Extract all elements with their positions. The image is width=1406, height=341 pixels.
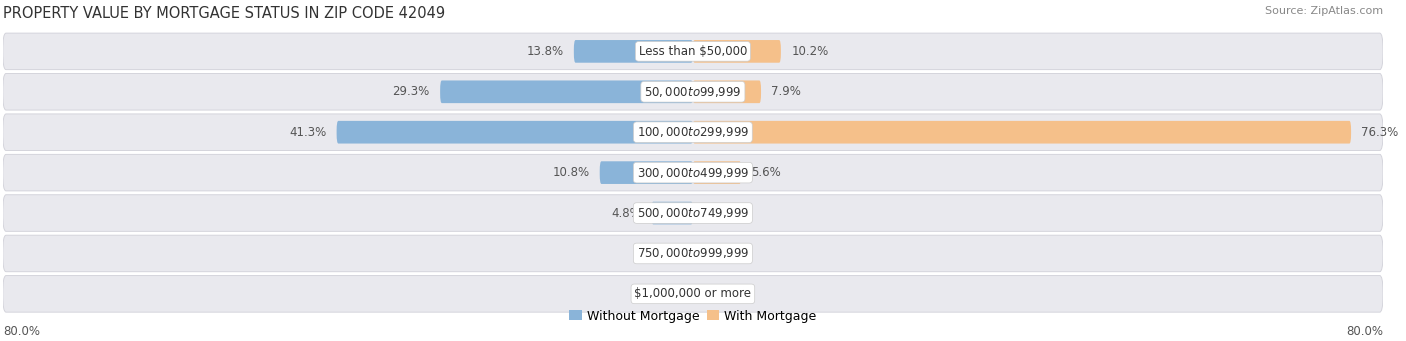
FancyBboxPatch shape (440, 80, 693, 103)
FancyBboxPatch shape (3, 74, 1384, 110)
Text: 80.0%: 80.0% (1346, 325, 1384, 338)
FancyBboxPatch shape (3, 114, 1384, 150)
Text: Source: ZipAtlas.com: Source: ZipAtlas.com (1265, 6, 1384, 16)
Text: 41.3%: 41.3% (290, 126, 326, 139)
FancyBboxPatch shape (3, 154, 1384, 191)
Text: 0.0%: 0.0% (652, 247, 682, 260)
Text: 4.8%: 4.8% (612, 207, 641, 220)
Text: $750,000 to $999,999: $750,000 to $999,999 (637, 247, 749, 261)
Text: 29.3%: 29.3% (392, 85, 430, 98)
Text: 0.0%: 0.0% (714, 247, 744, 260)
FancyBboxPatch shape (574, 40, 693, 63)
FancyBboxPatch shape (3, 33, 1384, 70)
Text: 13.8%: 13.8% (526, 45, 564, 58)
Text: 80.0%: 80.0% (3, 325, 39, 338)
FancyBboxPatch shape (693, 121, 1351, 144)
Text: $100,000 to $299,999: $100,000 to $299,999 (637, 125, 749, 139)
FancyBboxPatch shape (3, 276, 1384, 312)
Text: 0.0%: 0.0% (714, 287, 744, 300)
Text: 0.0%: 0.0% (714, 207, 744, 220)
FancyBboxPatch shape (3, 235, 1384, 272)
FancyBboxPatch shape (693, 161, 741, 184)
FancyBboxPatch shape (600, 161, 693, 184)
Text: $300,000 to $499,999: $300,000 to $499,999 (637, 166, 749, 180)
FancyBboxPatch shape (336, 121, 693, 144)
Text: 0.0%: 0.0% (652, 287, 682, 300)
FancyBboxPatch shape (693, 80, 761, 103)
FancyBboxPatch shape (693, 40, 780, 63)
Text: $50,000 to $99,999: $50,000 to $99,999 (644, 85, 741, 99)
FancyBboxPatch shape (651, 202, 693, 224)
Text: 10.2%: 10.2% (792, 45, 828, 58)
Text: $500,000 to $749,999: $500,000 to $749,999 (637, 206, 749, 220)
Text: PROPERTY VALUE BY MORTGAGE STATUS IN ZIP CODE 42049: PROPERTY VALUE BY MORTGAGE STATUS IN ZIP… (3, 6, 444, 21)
Legend: Without Mortgage, With Mortgage: Without Mortgage, With Mortgage (564, 305, 821, 328)
Text: 76.3%: 76.3% (1361, 126, 1399, 139)
Text: 7.9%: 7.9% (772, 85, 801, 98)
Text: 10.8%: 10.8% (553, 166, 589, 179)
FancyBboxPatch shape (3, 195, 1384, 231)
Text: 5.6%: 5.6% (752, 166, 782, 179)
Text: $1,000,000 or more: $1,000,000 or more (634, 287, 751, 300)
Text: Less than $50,000: Less than $50,000 (638, 45, 747, 58)
